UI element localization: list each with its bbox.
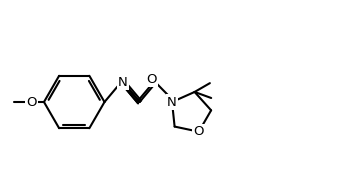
Text: N: N xyxy=(167,96,177,109)
Text: N: N xyxy=(118,76,128,89)
Text: O: O xyxy=(193,125,204,138)
Text: N: N xyxy=(167,96,177,109)
Text: O: O xyxy=(146,73,157,86)
Text: O: O xyxy=(26,96,37,109)
